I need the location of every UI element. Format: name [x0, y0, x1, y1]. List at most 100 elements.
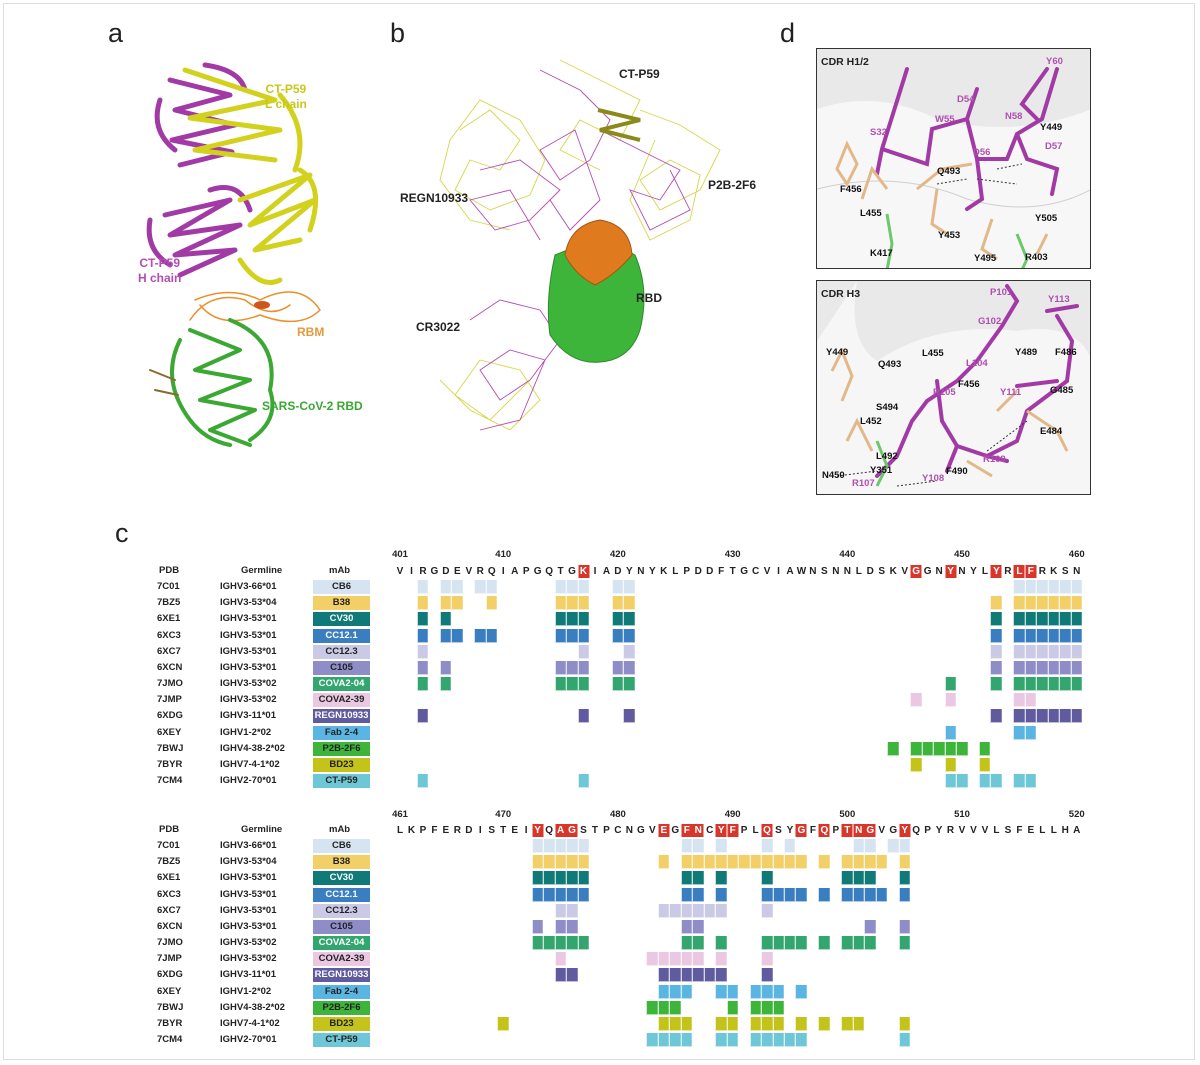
contact-cell — [1014, 677, 1025, 692]
contact-cell — [1060, 580, 1071, 594]
contact-cell — [681, 887, 692, 902]
residue-letter: H — [1061, 825, 1069, 836]
residue-letter: N — [809, 566, 817, 577]
contact-cell — [566, 839, 578, 853]
contact-cell — [727, 1033, 738, 1048]
position-tick: 420 — [609, 549, 626, 560]
contact-cell — [681, 984, 692, 999]
residue-letter: V — [396, 566, 404, 577]
mab-name-badge: REGN10933 — [313, 709, 370, 724]
contact-cell — [773, 984, 784, 999]
germline: IGHV7-4-1*02 — [220, 758, 280, 770]
contact-cell — [1014, 725, 1025, 740]
contact-cell — [1071, 628, 1082, 643]
contact-cell — [819, 1016, 830, 1031]
contact-cell — [658, 855, 670, 870]
figure-frame — [3, 3, 1195, 1060]
contact-cell — [715, 936, 727, 951]
contact-cell — [417, 660, 429, 675]
contact-cell — [670, 984, 681, 999]
contact-cell — [566, 887, 578, 902]
contact-residue-highlighted: G — [910, 565, 922, 578]
residue-label: L104 — [966, 358, 988, 369]
germline: IGHV3-53*01 — [220, 661, 277, 673]
residue-letter: A — [786, 566, 794, 577]
contact-cell — [532, 887, 543, 902]
contact-residue-highlighted: E — [658, 824, 670, 837]
germline: IGHV3-53*01 — [220, 613, 277, 625]
contact-cell — [715, 984, 727, 999]
contact-cell — [1060, 628, 1071, 643]
mab-name-badge: CC12.1 — [313, 628, 370, 643]
contact-cell — [497, 1016, 509, 1031]
contact-cell — [578, 774, 589, 789]
contact-cell — [991, 612, 1002, 627]
pdb-id: 7JMO — [157, 937, 183, 949]
contact-cell — [1048, 628, 1060, 643]
contact-cell — [784, 855, 796, 870]
residue-letter: L — [993, 825, 1000, 836]
contact-cell — [945, 677, 956, 692]
label-sars-cov-2-rbd: SARS-CoV-2 RBD — [262, 399, 363, 413]
residue-letter: S — [821, 566, 828, 577]
contact-cell — [945, 693, 956, 708]
contact-cell — [899, 871, 910, 886]
contact-cell — [555, 968, 566, 983]
contact-cell — [681, 968, 692, 983]
contact-cell — [417, 628, 429, 643]
contact-residue-highlighted: F — [681, 824, 693, 837]
pdb-id: 7CM4 — [157, 1034, 183, 1046]
contact-cell — [624, 628, 635, 643]
label-rbm: RBM — [297, 325, 325, 339]
contact-cell — [486, 580, 497, 594]
contact-cell — [692, 871, 704, 886]
germline: IGHV3-53*01 — [220, 904, 277, 916]
germline: IGHV3-66*01 — [220, 840, 277, 851]
contact-cell — [658, 1033, 670, 1048]
residue-label: P101 — [990, 287, 1013, 298]
contact-cell — [727, 984, 738, 999]
residue-letter: I — [524, 825, 528, 836]
residue-letter: C — [706, 825, 714, 836]
contact-residue-highlighted: Q — [818, 824, 830, 837]
residue-letter: L — [672, 566, 679, 577]
contact-cell — [853, 871, 865, 886]
residue-letter: P — [740, 825, 748, 836]
residue-letter: G — [430, 566, 439, 577]
residue-label: E484 — [1040, 426, 1063, 437]
pdb-id: 7BWJ — [157, 742, 184, 754]
contact-residue-highlighted: F — [727, 824, 739, 837]
header-germline: Germline — [241, 824, 283, 835]
contact-cell — [761, 871, 773, 886]
pdb-id: 6XDG — [157, 710, 183, 722]
residue-letter: L — [855, 566, 862, 577]
contact-cell — [417, 580, 429, 594]
residue-letter: D — [465, 825, 473, 836]
contact-cell — [865, 887, 876, 902]
contact-cell — [578, 580, 589, 594]
residue-letter: E — [511, 825, 519, 836]
contact-cell — [796, 1033, 807, 1048]
contact-cell — [681, 952, 692, 967]
contact-cell — [1025, 677, 1037, 692]
contact-cell — [945, 741, 956, 756]
contact-cell — [532, 919, 543, 934]
residue-letter: A — [602, 566, 611, 577]
residue-letter: L — [1039, 825, 1046, 836]
residue-letter: G — [568, 566, 576, 577]
contact-cell — [681, 839, 692, 853]
mab-name-badge: CC12.3 — [313, 903, 370, 918]
residue-label: Y453 — [938, 230, 961, 241]
contact-cell — [715, 871, 727, 886]
contact-cell — [876, 855, 887, 870]
contact-cell — [1048, 644, 1060, 659]
rbm-surface — [564, 219, 633, 286]
position-tick: 401 — [392, 549, 408, 560]
contact-cell — [761, 903, 773, 918]
pdb-id: 7BYR — [157, 758, 183, 770]
residue-label: L492 — [876, 451, 898, 462]
contact-cell — [1037, 644, 1048, 659]
residue-label: D56 — [973, 147, 991, 158]
contact-cell — [1048, 596, 1060, 611]
germline: IGHV4-38-2*02 — [220, 1001, 285, 1013]
